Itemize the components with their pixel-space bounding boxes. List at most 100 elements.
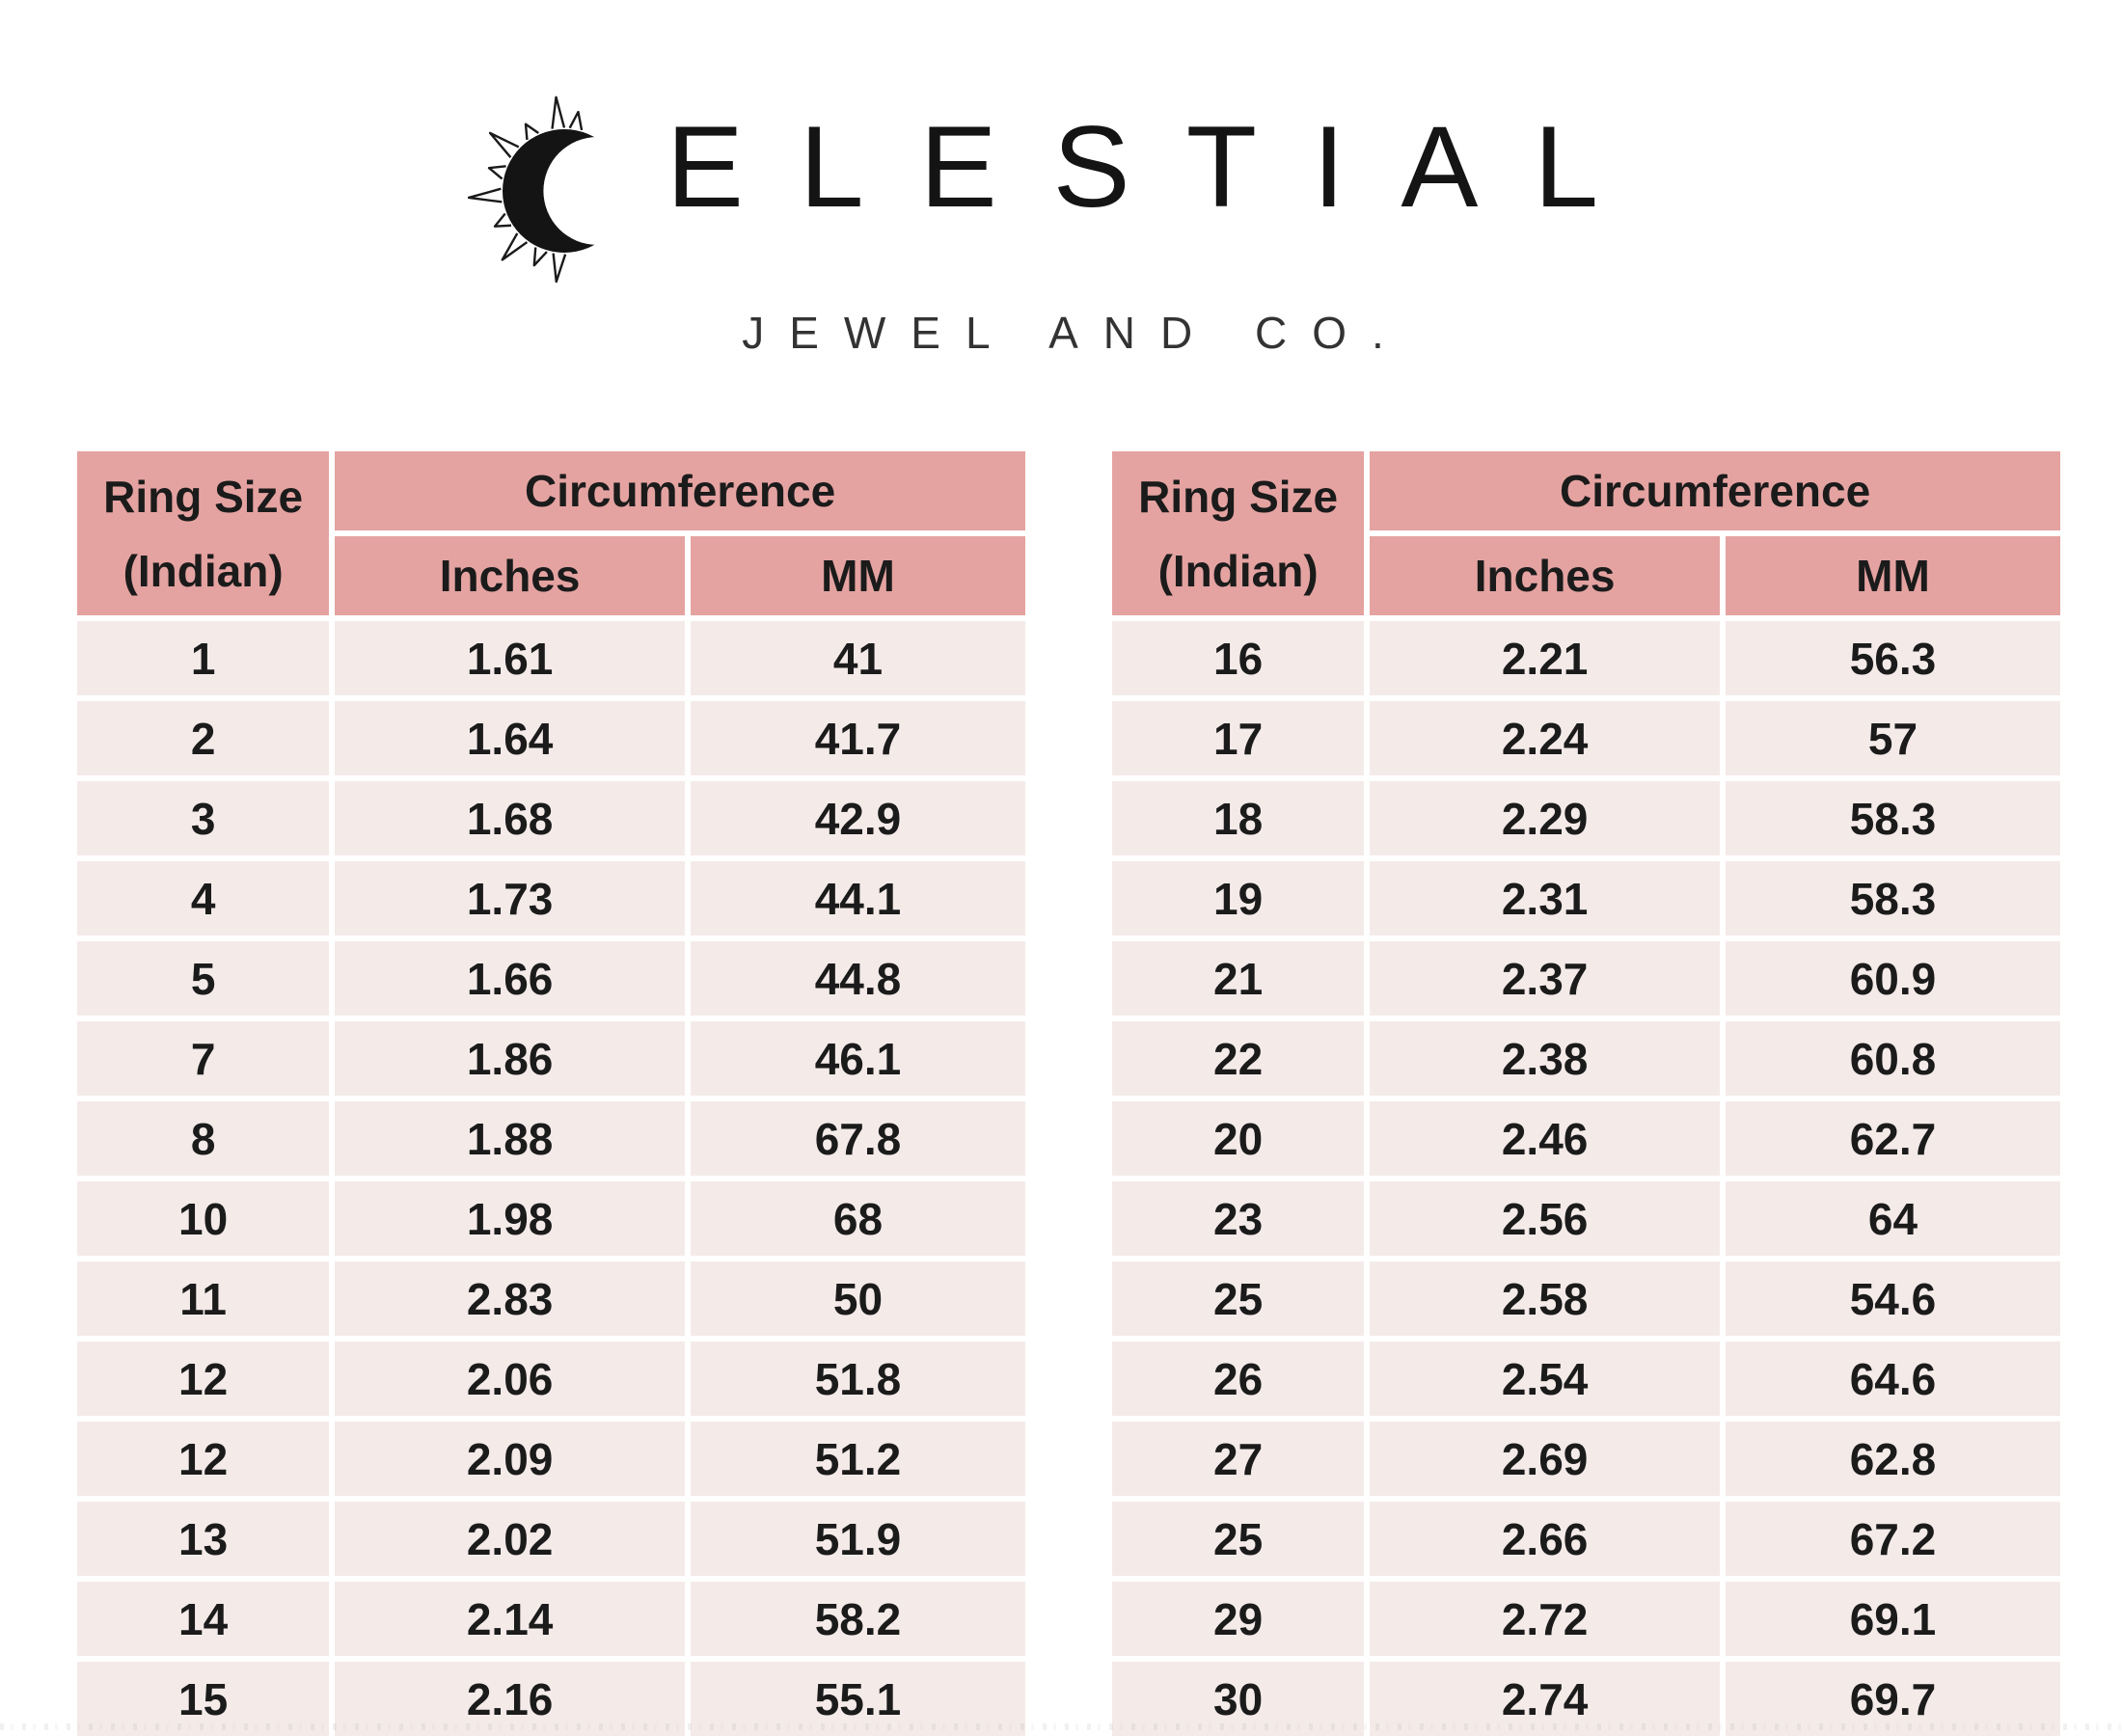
header-ring-size-line1: Ring Size	[103, 471, 304, 522]
ring-size-cell: 16	[1112, 621, 1365, 695]
inches-cell: 1.64	[335, 701, 685, 775]
inches-cell: 2.06	[335, 1342, 685, 1416]
inches-cell: 1.88	[335, 1101, 685, 1176]
inches-cell: 2.24	[1370, 701, 1720, 775]
mm-cell: 41.7	[691, 701, 1025, 775]
brand-wordmark: ELESTIAL	[666, 102, 1655, 231]
ring-size-cell: 29	[1112, 1582, 1365, 1656]
ring-size-cell: 15	[77, 1662, 330, 1736]
header-mm: MM	[1726, 536, 2060, 615]
inches-cell: 2.69	[1370, 1422, 1720, 1496]
inches-cell: 1.68	[335, 781, 685, 855]
mm-cell: 64.6	[1726, 1342, 2060, 1416]
mm-cell: 58.3	[1726, 861, 2060, 936]
ring-size-cell: 8	[77, 1101, 330, 1176]
mm-cell: 67.8	[691, 1101, 1025, 1176]
sun-crescent-icon	[467, 95, 652, 284]
inches-cell: 2.29	[1370, 781, 1720, 855]
mm-cell: 44.8	[691, 941, 1025, 1016]
ring-size-tables: Ring Size (Indian) Circumference Inches …	[77, 451, 2060, 1736]
mm-cell: 51.2	[691, 1422, 1025, 1496]
mm-cell: 42.9	[691, 781, 1025, 855]
header-ring-size-line2: (Indian)	[122, 545, 284, 596]
ring-size-table-right: Ring Size (Indian) Circumference Inches …	[1112, 451, 2060, 1736]
ring-size-cell: 27	[1112, 1422, 1365, 1496]
brand-wordmark-row: ELESTIAL	[467, 41, 1655, 291]
mm-cell: 64	[1726, 1181, 2060, 1256]
mm-cell: 69.1	[1726, 1582, 2060, 1656]
mm-cell: 69.7	[1726, 1662, 2060, 1736]
mm-cell: 51.9	[691, 1502, 1025, 1576]
ring-size-cell: 12	[77, 1422, 330, 1496]
ring-size-cell: 25	[1112, 1261, 1365, 1336]
mm-cell: 56.3	[1726, 621, 2060, 695]
ring-size-table-left: Ring Size (Indian) Circumference Inches …	[77, 451, 1025, 1736]
ring-size-cell: 3	[77, 781, 330, 855]
ring-size-cell: 20	[1112, 1101, 1365, 1176]
inches-cell: 2.31	[1370, 861, 1720, 936]
ring-size-cell: 30	[1112, 1662, 1365, 1736]
header-inches: Inches	[1370, 536, 1720, 615]
mm-cell: 50	[691, 1261, 1025, 1336]
mm-cell: 46.1	[691, 1021, 1025, 1096]
mm-cell: 62.8	[1726, 1422, 2060, 1496]
ring-size-cell: 22	[1112, 1021, 1365, 1096]
ring-size-cell: 12	[77, 1342, 330, 1416]
header-mm: MM	[691, 536, 1025, 615]
ring-size-cell: 10	[77, 1181, 330, 1256]
ring-size-cell: 7	[77, 1021, 330, 1096]
inches-cell: 2.54	[1370, 1342, 1720, 1416]
inches-cell: 2.02	[335, 1502, 685, 1576]
inches-cell: 2.21	[1370, 621, 1720, 695]
mm-cell: 51.8	[691, 1342, 1025, 1416]
inches-cell: 1.86	[335, 1021, 685, 1096]
inches-cell: 2.09	[335, 1422, 685, 1496]
brand-logo: ELESTIAL JEWEL AND CO.	[0, 41, 2122, 359]
ring-size-cell: 26	[1112, 1342, 1365, 1416]
inches-cell: 1.73	[335, 861, 685, 936]
ring-size-cell: 14	[77, 1582, 330, 1656]
ring-size-cell: 25	[1112, 1502, 1365, 1576]
mm-cell: 44.1	[691, 861, 1025, 936]
header-inches: Inches	[335, 536, 685, 615]
brand-subtitle: JEWEL AND CO.	[742, 308, 1409, 358]
ring-size-cell: 19	[1112, 861, 1365, 936]
ring-size-cell: 4	[77, 861, 330, 936]
mm-cell: 62.7	[1726, 1101, 2060, 1176]
mm-cell: 68	[691, 1181, 1025, 1256]
inches-cell: 2.46	[1370, 1101, 1720, 1176]
mm-cell: 41	[691, 621, 1025, 695]
ring-size-cell: 21	[1112, 941, 1365, 1016]
mm-cell: 58.2	[691, 1582, 1025, 1656]
inches-cell: 2.16	[335, 1662, 685, 1736]
header-ring-size-line1: Ring Size	[1138, 471, 1339, 522]
header-ring-size: Ring Size (Indian)	[77, 451, 330, 615]
inches-cell: 2.37	[1370, 941, 1720, 1016]
ring-size-cell: 2	[77, 701, 330, 775]
header-ring-size: Ring Size (Indian)	[1112, 451, 1365, 615]
header-circumference: Circumference	[1370, 451, 2060, 530]
mm-cell: 60.9	[1726, 941, 2060, 1016]
mm-cell: 55.1	[691, 1662, 1025, 1736]
ring-size-cell: 5	[77, 941, 330, 1016]
ring-size-cell: 18	[1112, 781, 1365, 855]
ring-size-cell: 1	[77, 621, 330, 695]
scan-artifact-line	[0, 1723, 2122, 1730]
inches-cell: 1.98	[335, 1181, 685, 1256]
mm-cell: 60.8	[1726, 1021, 2060, 1096]
mm-cell: 54.6	[1726, 1261, 2060, 1336]
mm-cell: 57	[1726, 701, 2060, 775]
ring-size-cell: 17	[1112, 701, 1365, 775]
inches-cell: 2.56	[1370, 1181, 1720, 1256]
inches-cell: 1.61	[335, 621, 685, 695]
mm-cell: 58.3	[1726, 781, 2060, 855]
ring-size-cell: 23	[1112, 1181, 1365, 1256]
inches-cell: 2.66	[1370, 1502, 1720, 1576]
ring-size-cell: 11	[77, 1261, 330, 1336]
inches-cell: 2.38	[1370, 1021, 1720, 1096]
header-circumference: Circumference	[335, 451, 1025, 530]
inches-cell: 2.58	[1370, 1261, 1720, 1336]
mm-cell: 67.2	[1726, 1502, 2060, 1576]
inches-cell: 2.83	[335, 1261, 685, 1336]
